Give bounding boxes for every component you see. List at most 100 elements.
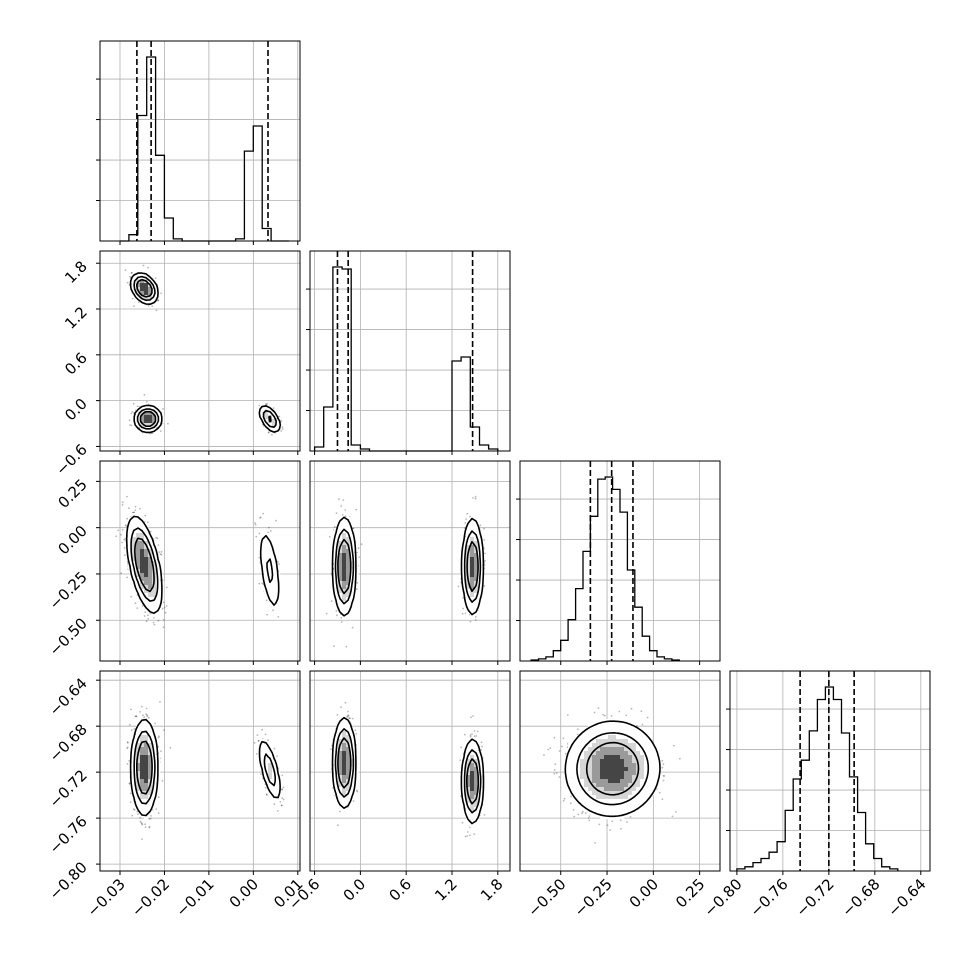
density-cell (346, 589, 351, 594)
scatter-point (133, 305, 135, 307)
density-cell (136, 553, 141, 558)
scatter-point (258, 556, 261, 559)
density-cell (462, 553, 467, 558)
scatter-point (258, 532, 261, 535)
density-cell (136, 541, 141, 546)
scatter-point (147, 304, 150, 307)
density-cell (148, 565, 153, 570)
density-cell (272, 569, 277, 574)
scatter-point (140, 822, 143, 824)
scatter-point (330, 748, 332, 751)
scatter-point (269, 530, 272, 532)
scatter-point (150, 814, 153, 817)
scatter-point (157, 812, 160, 815)
density-cell (334, 537, 339, 542)
density-cell (338, 601, 343, 606)
density-cell (470, 609, 475, 614)
scatter-point (158, 551, 161, 553)
density-cell (470, 557, 475, 562)
density-cell (342, 517, 347, 522)
density-cell (152, 787, 157, 792)
scatter-point (160, 292, 162, 295)
scatter-point (149, 530, 152, 533)
density-cell (342, 541, 347, 546)
density-cell (342, 573, 347, 578)
contour-line (129, 272, 282, 434)
density-cell (272, 787, 277, 792)
scatter-point (339, 810, 341, 813)
scatter-point (280, 804, 283, 807)
density-cell (132, 783, 137, 788)
scatter-point (258, 404, 261, 407)
scatter-point (159, 430, 162, 432)
scatter-point (141, 823, 144, 826)
density-cell (140, 771, 145, 776)
density-cell (268, 755, 273, 760)
scatter-point (255, 753, 258, 755)
density-cell (268, 593, 273, 598)
density-cell (264, 755, 269, 760)
density-cell (346, 613, 351, 618)
scatter-point (328, 535, 331, 538)
density-cell (470, 605, 475, 610)
scatter-point (266, 403, 269, 405)
scatter-point (340, 617, 343, 619)
scatter-point (265, 599, 268, 602)
density-cell (470, 553, 475, 558)
scatter-point (281, 428, 284, 430)
density-cell (152, 283, 157, 288)
density-cell (346, 601, 351, 606)
density-cell (140, 751, 145, 756)
scatter-point (155, 309, 158, 312)
scatter-point (141, 604, 144, 607)
scatter-point (162, 619, 165, 621)
contour-line (331, 516, 485, 617)
density-cell (144, 719, 149, 724)
density-cell (268, 569, 273, 574)
density-cell (342, 557, 347, 562)
density-cell (144, 597, 149, 602)
density-cell (148, 569, 153, 574)
density-cell (462, 577, 467, 582)
density-cell (144, 411, 149, 416)
scatter-point (337, 824, 339, 827)
scatter-point (132, 808, 135, 810)
density-cell (140, 795, 145, 800)
density-cell (474, 557, 479, 562)
density-cell (338, 537, 343, 542)
density-cell (338, 557, 343, 562)
scatter-point (356, 789, 358, 792)
density-cell (140, 407, 145, 412)
density-cell (140, 739, 145, 744)
density-cell (260, 545, 265, 550)
density-cell (272, 427, 277, 432)
density-cell (136, 561, 141, 566)
scatter-point (147, 521, 149, 524)
scatter-point (281, 788, 283, 790)
scatter-point (344, 701, 347, 704)
density-cell (264, 763, 269, 768)
scatter-point (469, 620, 472, 623)
scatter-point (352, 800, 355, 802)
scatter-point (257, 739, 260, 742)
density-cell (132, 787, 137, 792)
scatter-point (162, 729, 165, 731)
density-cell (470, 537, 475, 542)
scatter-point (267, 431, 270, 433)
density-cell (260, 755, 265, 760)
density-cell (132, 561, 137, 566)
density-cell (276, 419, 281, 424)
density-cell (140, 423, 145, 428)
density-cell (156, 593, 161, 598)
density-cell (156, 573, 161, 578)
density-cell (140, 747, 145, 752)
density-panel-0-3 (100, 671, 300, 871)
scatter-point (121, 528, 124, 531)
scatter-point (146, 714, 148, 717)
density-cell (140, 727, 145, 732)
density-cell (132, 541, 137, 546)
density-cell (342, 553, 347, 558)
density-cell (128, 545, 133, 550)
density-cell (474, 589, 479, 594)
scatter-point (360, 543, 363, 546)
